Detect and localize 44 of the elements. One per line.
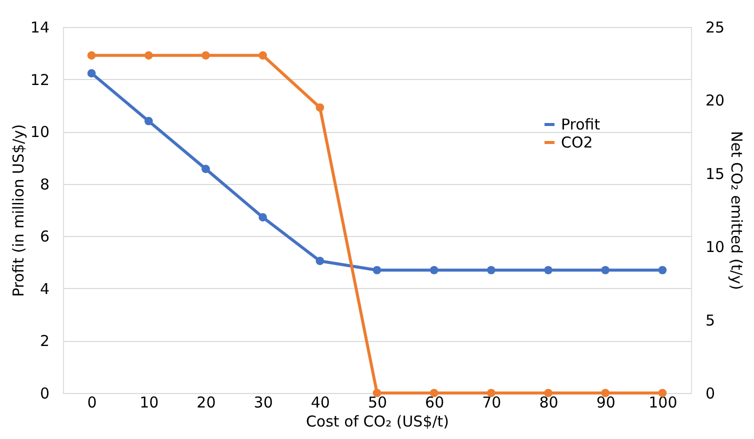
point xyxy=(430,266,438,274)
point xyxy=(144,51,153,60)
x-tick-label: 80 xyxy=(539,394,558,412)
y-tick-label: 12 xyxy=(30,70,50,89)
y2-tick-label: 20 xyxy=(706,92,725,110)
y-tick-label: 8 xyxy=(40,175,50,194)
point xyxy=(658,266,667,274)
y-tick-label: 6 xyxy=(40,228,50,246)
y-tick-label: 4 xyxy=(40,280,50,298)
x-tick-label: 30 xyxy=(254,394,273,412)
y-axis-title: Profit (in million US$/y) xyxy=(9,124,28,297)
x-axis-title: Cost of CO₂ (US$/t) xyxy=(306,412,450,430)
legend-label: CO2 xyxy=(561,134,593,152)
point xyxy=(87,51,96,60)
x-tick-label: 90 xyxy=(596,394,616,412)
point xyxy=(487,266,496,274)
y2-axis-title: Net CO₂ emitted (t/y) xyxy=(728,131,746,290)
point xyxy=(372,266,382,274)
x-tick-label: 100 xyxy=(648,394,678,412)
y-tick-label: 2 xyxy=(40,332,50,350)
y-tick-label: 10 xyxy=(30,123,50,142)
point xyxy=(202,51,210,60)
x-tick-label: 40 xyxy=(310,394,330,412)
y2-tick-label: 5 xyxy=(706,311,716,330)
x-tick-label: 0 xyxy=(87,394,97,412)
point xyxy=(601,266,610,274)
x-tick-label: 10 xyxy=(140,394,159,412)
x-tick-label: 70 xyxy=(482,394,502,412)
y2-tick-label: 15 xyxy=(706,164,725,183)
point xyxy=(316,103,324,112)
y-tick-label: 14 xyxy=(30,18,50,36)
point xyxy=(202,164,210,174)
x-tick-label: 60 xyxy=(425,394,444,412)
x-tick-label: 50 xyxy=(368,394,388,412)
point xyxy=(258,51,267,60)
point xyxy=(316,256,324,266)
point xyxy=(87,69,96,78)
point xyxy=(144,116,153,126)
y2-tick-label: 25 xyxy=(706,18,725,36)
legend-label: Profit xyxy=(561,116,600,134)
x-tick-label: 20 xyxy=(196,394,216,412)
point xyxy=(258,213,267,222)
point xyxy=(544,266,552,274)
y2-tick-label: 10 xyxy=(706,238,725,256)
